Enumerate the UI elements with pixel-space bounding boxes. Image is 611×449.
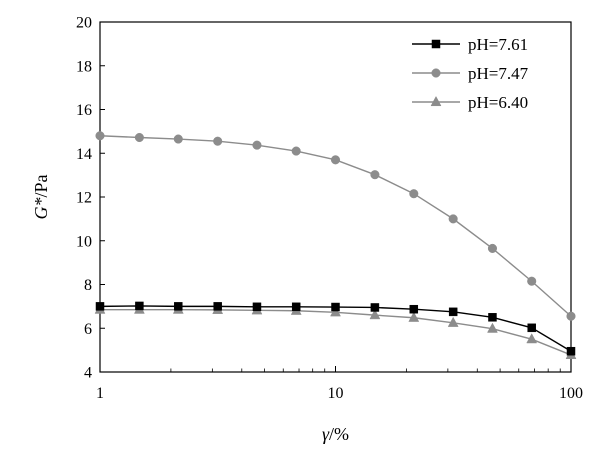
legend: pH=7.61 pH=7.47 pH=6.40: [412, 35, 529, 112]
data-point: [213, 302, 222, 311]
y-tick-label: 18: [76, 58, 92, 75]
data-point: [330, 306, 341, 317]
data-point: [488, 313, 497, 322]
legend-item: pH=7.61: [412, 35, 528, 54]
data-point: [566, 311, 576, 321]
data-point: [448, 214, 458, 224]
y-tick-label: 6: [84, 321, 92, 338]
y-tick-label: 20: [76, 15, 92, 32]
y-tick-label: 16: [76, 102, 92, 119]
legend-item: pH=6.40: [412, 93, 528, 112]
axes: 4 6 8 10 12 14 16 18 20 1 10 100: [76, 15, 583, 403]
data-point: [526, 333, 538, 344]
data-point: [369, 309, 381, 320]
data-point: [330, 155, 341, 165]
y-tick-label: 12: [76, 190, 92, 207]
data-point: [291, 146, 301, 156]
y-axis-title-var: G*: [31, 198, 51, 220]
data-point: [409, 189, 419, 199]
series-circle: [95, 131, 576, 321]
data-point: [527, 276, 537, 286]
legend-item: pH=7.47: [412, 64, 529, 83]
data-point: [134, 132, 144, 143]
y-axis-title: G*/Pa: [31, 174, 51, 219]
data-point: [448, 307, 458, 317]
x-tick-label: 100: [559, 385, 583, 402]
series-triangle: [94, 303, 577, 359]
data-point: [566, 346, 576, 356]
legend-label: pH=7.61: [468, 35, 528, 54]
legend-label: pH=7.47: [468, 64, 529, 83]
data-point: [135, 301, 144, 311]
legend-label: pH=6.40: [468, 93, 528, 112]
x-axis-title-var: γ: [322, 424, 330, 444]
data-point: [173, 134, 183, 144]
legend-marker: [431, 68, 441, 78]
data-point: [527, 323, 536, 333]
data-point: [409, 304, 419, 314]
y-tick-label: 14: [76, 146, 92, 163]
data-point: [331, 302, 340, 312]
data-point: [95, 131, 105, 141]
data-point: [252, 140, 262, 150]
data-point: [408, 311, 420, 322]
y-tick-label: 8: [84, 277, 92, 294]
series-line: [100, 308, 572, 356]
data-point: [252, 302, 262, 312]
data-point: [213, 136, 223, 146]
x-axis-title: γ/%: [322, 424, 349, 444]
x-axis-title-unit: /%: [329, 424, 349, 444]
x-tick-label: 10: [328, 385, 344, 402]
data-point: [291, 302, 301, 312]
legend-marker: [430, 95, 442, 107]
y-axis-title-unit: /Pa: [31, 174, 51, 197]
data-point: [487, 243, 498, 253]
y-tick-label: 10: [76, 233, 92, 250]
y-tick-label: 4: [84, 365, 92, 382]
legend-marker: [431, 39, 441, 49]
data-point: [447, 316, 459, 327]
data-point: [487, 322, 498, 333]
data-point: [95, 302, 105, 311]
data-point: [370, 170, 380, 180]
data-point: [174, 302, 183, 311]
series-layer: [94, 131, 577, 359]
x-tick-label: 1: [96, 385, 104, 402]
data-point: [370, 303, 380, 312]
series-square: [95, 301, 576, 356]
